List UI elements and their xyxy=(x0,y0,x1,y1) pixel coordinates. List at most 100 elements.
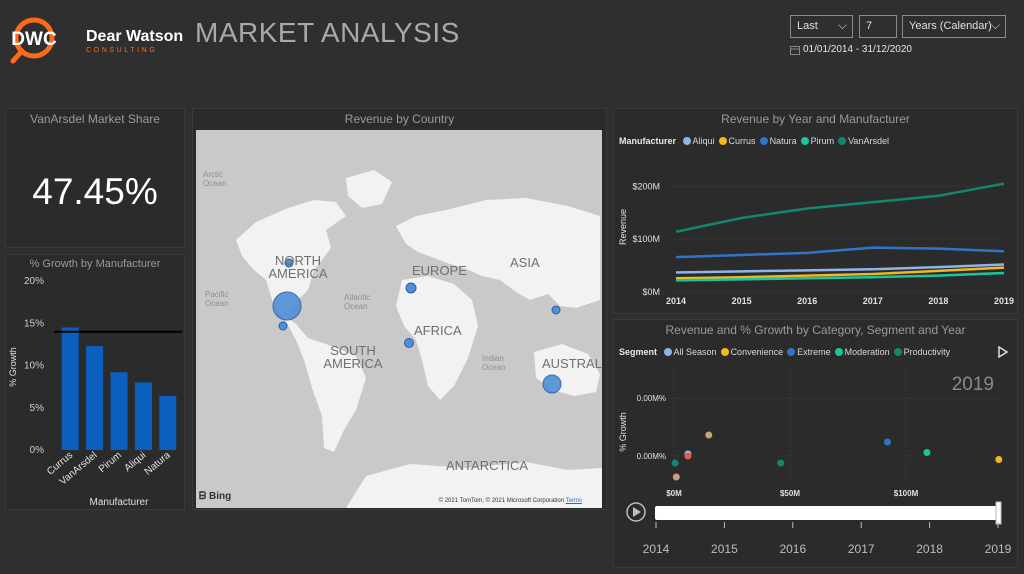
filter-mode-select[interactable]: Last ⌵ xyxy=(790,15,853,38)
play-button-ring xyxy=(626,502,646,522)
growth-chart-panel: % Growth by Manufacturer 0% 5% 10% 15% 20% % … xyxy=(5,254,185,510)
bar-aliqui[interactable] xyxy=(134,382,152,450)
legend-title: Manufacturer xyxy=(619,136,677,146)
series-line-currus[interactable] xyxy=(675,266,1005,280)
scatter-point[interactable] xyxy=(995,456,1003,463)
legend-title: Segment xyxy=(619,347,658,357)
legend-dot xyxy=(718,137,727,145)
kpi-card: VanArsdel Market Share 47.45% xyxy=(5,108,185,248)
x-tick-label: 2018 xyxy=(928,296,948,306)
x-tick-label: 2014 xyxy=(666,296,686,306)
legend-dot xyxy=(838,137,847,145)
legend-item-all-season[interactable]: All Season xyxy=(663,347,717,357)
map-panel: Revenue by Country NORTH AMERICA xyxy=(192,108,607,510)
legend-item-vanarsdel[interactable]: VanArsdel xyxy=(838,136,889,146)
scatter-point[interactable] xyxy=(883,438,891,446)
y-tick-label: 20% xyxy=(24,276,44,287)
legend-item-pirum[interactable]: Pirum xyxy=(800,136,834,146)
x-tick-label: 2017 xyxy=(863,296,883,306)
play-axis-year[interactable]: 2015 xyxy=(711,542,738,556)
continent-label: ASIA xyxy=(510,255,540,270)
legend-label: Natura xyxy=(769,136,797,146)
play-icon xyxy=(633,507,641,517)
x-tick-label: 2019 xyxy=(994,296,1014,306)
scatter-point[interactable] xyxy=(923,449,931,456)
scatter-point[interactable] xyxy=(671,459,679,467)
continent-label: AFRICA xyxy=(414,323,462,338)
x-tick-label: Pirum xyxy=(97,450,124,475)
map-land xyxy=(236,170,602,508)
y-tick-label: 0.00M% xyxy=(637,452,666,461)
series-line-natura[interactable] xyxy=(675,246,1005,259)
legend-item-productivity[interactable]: Productivity xyxy=(893,347,950,357)
bar-currus[interactable] xyxy=(61,327,79,450)
legend-label: VanArsdel xyxy=(848,136,889,146)
scatter-point[interactable] xyxy=(684,452,692,460)
y-axis-label: % Growth xyxy=(618,412,628,452)
chevron-down-icon: ⌵ xyxy=(990,18,1000,32)
copyright-text: © 2021 TomTom, © 2021 Microsoft Corporat… xyxy=(438,498,565,504)
legend-item-moderation[interactable]: Moderation xyxy=(834,347,890,357)
legend-dot xyxy=(834,348,843,356)
play-axis-year[interactable]: 2017 xyxy=(848,542,875,556)
legend-dot xyxy=(800,137,809,145)
play-axis-year[interactable]: 2018 xyxy=(916,542,943,556)
bar-natura[interactable] xyxy=(159,395,177,450)
calendar-icon[interactable] xyxy=(790,45,800,55)
legend-next-icon[interactable] xyxy=(998,346,1008,358)
map-copyright: © 2021 TomTom, © 2021 Microsoft Corporat… xyxy=(439,498,582,504)
logo-text-main: Dear Watson xyxy=(86,28,183,45)
legend-item-currus[interactable]: Currus xyxy=(718,136,756,146)
revenue-line-chart: $0M $100M $200M Revenue 2014 2015 2016 2017 2018… xyxy=(618,181,1014,306)
terms-link[interactable]: Terms xyxy=(565,498,582,504)
legend-item-extreme[interactable]: Extreme xyxy=(787,347,831,357)
legend-item-convenience[interactable]: Convenience xyxy=(720,347,784,357)
x-tick-label: 2015 xyxy=(732,296,752,306)
bar-vanarsdel[interactable] xyxy=(86,346,104,450)
legend-label: All Season xyxy=(673,347,717,357)
x-tick-label: Natura xyxy=(143,450,173,478)
ocean-label: Atlantic Ocean xyxy=(344,293,371,311)
line-chart-legend: Manufacturer Aliqui Currus Natura Pirum VanA… xyxy=(619,136,893,146)
bing-logo[interactable]: ᗷ Bing xyxy=(199,491,231,502)
x-tick-label: $50M xyxy=(780,489,800,498)
growth-bar-chart: 0%5%10%15%20%% GrowthCurrusVanArsdelPiru… xyxy=(8,276,182,508)
filter-unit-value: Years (Calendar) xyxy=(909,20,992,32)
continent-label: ANTARCTICA xyxy=(446,458,529,473)
scatter-chart-panel: Revenue and % Growth by Category, Segmen… xyxy=(613,319,1018,568)
filter-count-input[interactable]: 7 xyxy=(859,15,897,38)
legend-item-aliqui[interactable]: Aliqui xyxy=(682,136,715,146)
play-axis-year[interactable]: 2016 xyxy=(779,542,806,556)
date-range-label: 01/01/2014 - 31/12/2020 xyxy=(803,44,912,55)
bar-pirum[interactable] xyxy=(110,372,128,450)
y-tick-label: 5% xyxy=(30,403,45,414)
growth-chart-title: % Growth by Manufacturer xyxy=(29,258,161,270)
filter-unit-select[interactable]: Years (Calendar) ⌵ xyxy=(902,15,1006,38)
play-axis-year[interactable]: 2014 xyxy=(643,542,670,556)
series-line-pirum[interactable] xyxy=(675,271,1005,282)
line-chart-title: Revenue by Year and Manufacturer xyxy=(721,112,910,126)
kpi-value: 47.45% xyxy=(32,171,158,212)
continent-label: SOUTH AMERICA xyxy=(323,343,383,371)
series-line-aliqui[interactable] xyxy=(675,263,1005,274)
x-axis-label: Manufacturer xyxy=(90,497,150,508)
play-axis-handle[interactable] xyxy=(995,501,1002,525)
scatter-point[interactable] xyxy=(672,473,680,481)
bing-text: Bing xyxy=(209,491,232,502)
ocean-label: Arctic Ocean xyxy=(203,170,227,188)
x-tick-label: 2016 xyxy=(797,296,817,306)
scatter-point[interactable] xyxy=(777,459,785,467)
play-axis-year[interactable]: 2019 xyxy=(985,542,1012,556)
play-button[interactable] xyxy=(626,502,646,522)
world-map[interactable]: NORTH AMERICA SOUTH AMERICA EUROPE AFRIC… xyxy=(196,130,602,508)
series-line-vanarsdel[interactable] xyxy=(675,182,1005,233)
legend-label: Convenience xyxy=(730,347,784,357)
y-axis-label: % Growth xyxy=(8,347,18,387)
x-tick-label: $0M xyxy=(666,489,682,498)
filter-mode-value: Last xyxy=(797,20,818,32)
scatter-point[interactable] xyxy=(705,431,713,439)
logo-mark: DWC xyxy=(11,29,57,50)
legend-item-natura[interactable]: Natura xyxy=(759,136,797,146)
legend-dot xyxy=(787,348,796,356)
play-axis-slider[interactable] xyxy=(655,506,1000,520)
